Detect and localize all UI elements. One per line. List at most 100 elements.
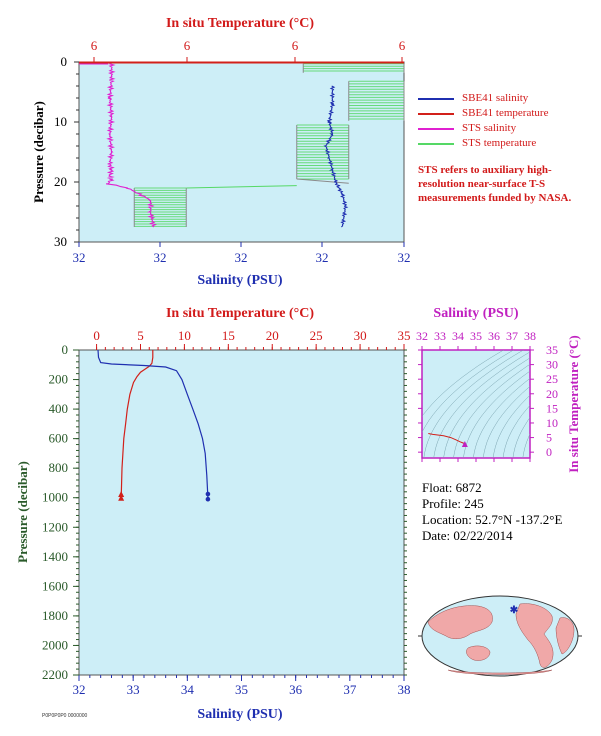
full-pressure-tick-label: 1200 <box>42 519 68 534</box>
full-temp-tick-label: 15 <box>222 328 235 343</box>
density-contour <box>502 404 530 458</box>
salinity-end-marker <box>205 491 211 497</box>
inset-salinity-tick-label: 36 <box>488 329 500 343</box>
top-chart-bottom-xlabel: Salinity (PSU) <box>197 273 283 288</box>
temperature-end-marker <box>118 491 125 498</box>
legend-item-sbe-temperature: SBE41 temperature <box>418 106 548 121</box>
ts-inset-chart: Salinity (PSU) 32 33 34 35 36 37 3805101520253… <box>416 306 581 473</box>
top-salinity-tick-label: 32 <box>316 250 329 265</box>
top-temp-tick-label: 6 <box>399 38 406 53</box>
top-chart-pressure-tick-labels: 0 10 20 30 <box>54 54 79 249</box>
legend-label: STS salinity <box>462 122 517 134</box>
full-temp-tick-label: 35 <box>398 328 411 343</box>
top-temp-tick-label: 6 <box>292 38 299 53</box>
ts-curve <box>428 433 466 445</box>
sts-temperature-bands <box>133 63 405 227</box>
inset-temp-tick-label: 0 <box>546 445 552 459</box>
top-pressure-tick-label: 0 <box>61 54 68 69</box>
ts-end-marker <box>461 440 468 447</box>
legend-item-sbe-salinity: SBE41 salinity <box>418 91 548 106</box>
float-value: 6872 <box>455 480 482 495</box>
inset-salinity-tick-label: 32 <box>416 329 428 343</box>
full-pressure-tick-label: 600 <box>49 431 69 446</box>
full-pressure-tick-label: 2000 <box>42 637 68 652</box>
map-land-asia <box>427 605 493 639</box>
full-pressure-tick-label: 1400 <box>42 549 68 564</box>
full-temp-tick-label: 20 <box>266 328 279 343</box>
legend: SBE41 salinity SBE41 temperature STS sal… <box>418 91 548 151</box>
full-salinity-tick-label: 37 <box>343 682 357 697</box>
full-pressure-tick-label: 1600 <box>42 578 68 593</box>
float-location-marker: ✱ <box>510 605 519 616</box>
profile-label: Profile: <box>422 496 461 511</box>
legend-label: STS temperature <box>462 137 537 149</box>
top-pressure-tick-label: 30 <box>54 234 67 249</box>
density-contour <box>492 394 530 458</box>
top-temp-tick-label: 6 <box>184 38 191 53</box>
density-contour <box>443 357 530 458</box>
top-chart-temperature-tick-labels: 6 6 6 6 <box>91 38 406 62</box>
full-chart-plot-area <box>78 349 405 676</box>
near-surface-chart: In situ Temperature (°C) 6 6 6 6 0 10 20 30 32… <box>31 16 411 288</box>
inset-salinity-tick-label: 34 <box>452 329 464 343</box>
float-info: Float: 6872 Profile: 245 Location: 52.7°… <box>422 480 562 544</box>
top-salinity-tick-label: 32 <box>154 250 167 265</box>
legend-item-sts-temperature: STS temperature <box>418 136 548 151</box>
profile-value: 245 <box>464 496 484 511</box>
density-contour <box>522 433 530 458</box>
inset-temp-tick-label: 10 <box>546 416 558 430</box>
location-label: Location: <box>422 512 472 527</box>
sbe-temperature-profile <box>120 350 154 498</box>
full-profile-chart: In situ Temperature (°C) 0 5 10 15 20 25 30 35 3… <box>15 306 411 722</box>
full-temp-tick-label: 30 <box>354 328 367 343</box>
world-location-map: ✱ <box>418 595 582 677</box>
inset-xlabel: Salinity (PSU) <box>433 306 519 321</box>
legend-swatch <box>418 113 454 115</box>
temperature-end-marker <box>118 494 125 501</box>
inset-salinity-tick-label: 38 <box>524 329 536 343</box>
inset-temp-tick-label: 30 <box>546 358 558 372</box>
inset-salinity-tick-label: 37 <box>506 329 518 343</box>
location-value: 52.7°N -137.2°E <box>475 512 563 527</box>
legend-swatch <box>418 98 454 100</box>
map-ocean <box>421 595 579 677</box>
full-pressure-tick-label: 1800 <box>42 608 68 623</box>
density-contour <box>482 386 530 458</box>
sbe-salinity-line <box>323 85 349 228</box>
density-contour <box>422 350 514 433</box>
inset-density-contours <box>422 350 530 458</box>
inset-temp-tick-label: 5 <box>546 431 552 445</box>
sts-temperature-segment <box>296 178 349 184</box>
inset-plot-area <box>421 349 531 459</box>
full-chart-series <box>97 349 211 502</box>
map-land-antarctica <box>447 669 553 675</box>
inset-temp-tick-label: 20 <box>546 387 558 401</box>
full-salinity-tick-label: 33 <box>127 682 140 697</box>
legend-swatch <box>418 143 454 145</box>
top-pressure-tick-label: 20 <box>54 174 67 189</box>
inset-salinity-tick-label: 35 <box>470 329 482 343</box>
full-pressure-tick-label: 0 <box>62 342 69 357</box>
inset-temp-tick-label: 25 <box>546 372 558 386</box>
top-temp-tick-label: 6 <box>91 38 98 53</box>
full-temp-tick-label: 5 <box>137 328 144 343</box>
inset-salinity-tick-label: 33 <box>434 329 446 343</box>
legend-item-sts-salinity: STS salinity <box>418 121 548 136</box>
full-pressure-tick-label: 200 <box>49 372 69 387</box>
top-salinity-tick-label: 32 <box>398 250 411 265</box>
density-contour <box>512 417 530 458</box>
sts-salinity-line <box>106 61 157 228</box>
full-chart-bottom-xlabel: Salinity (PSU) <box>197 707 283 722</box>
top-salinity-tick-label: 32 <box>73 250 86 265</box>
density-contour <box>453 363 530 458</box>
footer-code: P0P0P0P0 0000000 <box>42 713 88 719</box>
top-pressure-tick-label: 10 <box>54 114 67 129</box>
density-contour <box>433 351 530 458</box>
density-contour <box>422 350 504 417</box>
full-chart-ylabel: Pressure (decibar) <box>15 461 30 563</box>
location-row: Location: 52.7°N -137.2°E <box>422 512 562 528</box>
full-pressure-tick-label: 1000 <box>42 490 68 505</box>
top-chart-salinity-tick-labels: 32 32 32 32 32 <box>73 242 411 265</box>
